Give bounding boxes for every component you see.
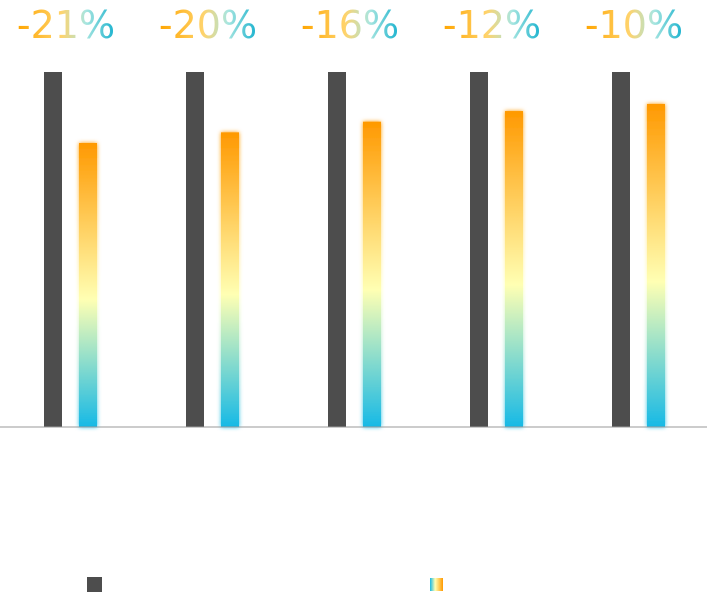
bars-layer [44,72,665,428]
annotation-layer: -21% -20% -16% -12% -10% [17,3,683,47]
annotation-label-2: -20% [159,3,257,47]
bar-series-1-5 [612,72,630,427]
legend [87,577,443,592]
bar-series-1-3 [328,72,346,427]
legend-swatch-series-1[interactable] [87,577,102,592]
bar-series-2-4 [505,111,523,428]
bar-series-2-2 [221,132,239,427]
bar-series-2-5 [647,103,665,427]
bar-series-1-4 [470,72,488,427]
bar-series-1-2 [186,72,204,427]
annotation-label-5: -10% [585,3,683,47]
bar-series-2-3 [363,121,381,427]
annotation-label-3: -16% [301,3,399,47]
annotation-label-4: -12% [443,3,541,47]
bar-series-1-1 [44,72,62,427]
annotation-label-1: -21% [17,3,115,47]
bar-series-2-1 [79,143,97,427]
legend-swatch-series-2[interactable] [430,578,443,591]
